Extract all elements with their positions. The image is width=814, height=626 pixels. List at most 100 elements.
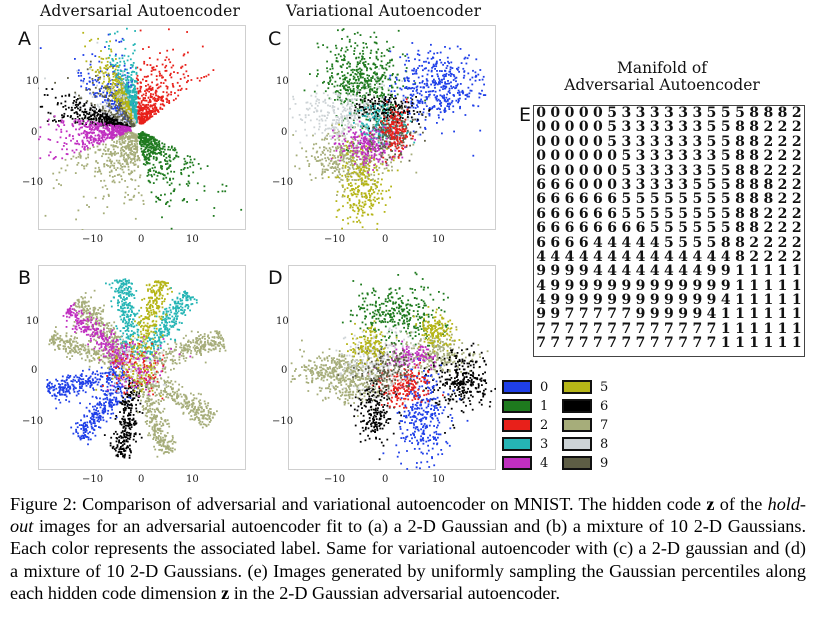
manifold-digit: 2: [777, 206, 788, 222]
manifold-digit: 2: [791, 192, 802, 207]
manifold-digit: 1: [763, 264, 774, 279]
manifold-digit: 3: [649, 149, 660, 164]
manifold-digit: 8: [735, 206, 745, 222]
manifold-digit: 5: [720, 149, 731, 164]
manifold-digit: 5: [735, 106, 745, 121]
manifold-digit: 9: [550, 293, 561, 308]
manifold-digit: 4: [649, 249, 660, 265]
manifold-digit: 4: [664, 264, 674, 279]
manifold-digit: 8: [749, 221, 760, 236]
manifold-digit: 9: [578, 293, 589, 308]
manifold-digit: 3: [692, 163, 703, 178]
tick-label: 0: [31, 127, 38, 138]
tick-label: −10: [82, 474, 104, 485]
manifold-title: Manifold of Adversarial Autoencoder: [552, 60, 772, 94]
manifold-digit: 1: [735, 307, 745, 322]
manifold-digit: 4: [664, 249, 674, 265]
manifold-digit: 7: [593, 336, 603, 351]
manifold-digit: 8: [749, 163, 760, 178]
manifold-digit: 5: [664, 192, 674, 207]
manifold-digit: 1: [791, 293, 802, 308]
manifold-digit: 4: [621, 249, 632, 265]
manifold-digit: 5: [720, 221, 731, 236]
manifold-digit: 9: [578, 278, 589, 294]
legend-item-7: 7: [562, 418, 608, 433]
manifold-digit: 3: [649, 134, 660, 150]
manifold-digit: 1: [763, 278, 774, 294]
tick-label: 10: [186, 474, 199, 485]
manifold-digit: 0: [578, 149, 589, 164]
caption-text: images for an adversarial autoencoder fi…: [10, 516, 806, 603]
manifold-digit: 2: [791, 149, 802, 164]
manifold-digit: 5: [607, 134, 617, 150]
legend-label: 3: [540, 436, 549, 452]
manifold-digit: 1: [735, 321, 745, 337]
manifold-digit: 8: [749, 177, 760, 193]
manifold-digit: 6: [550, 235, 561, 250]
manifold-digit: 0: [536, 149, 546, 164]
panel-label-e: E: [519, 104, 532, 126]
manifold-digit: 3: [621, 177, 632, 193]
manifold-digit: 1: [749, 321, 760, 337]
scatter-plot-b: [38, 265, 246, 470]
manifold-digit: 6: [621, 221, 632, 236]
manifold-digit: 8: [735, 177, 745, 193]
manifold-digit: 8: [735, 134, 745, 150]
manifold-digit: 8: [777, 106, 788, 121]
manifold-digit: 7: [564, 336, 575, 351]
manifold-digit: 7: [664, 321, 674, 337]
manifold-digit: 6: [536, 163, 546, 178]
manifold-digit: 9: [720, 278, 731, 294]
manifold-digit: 5: [720, 134, 731, 150]
manifold-digit: 0: [593, 177, 603, 193]
manifold-digit: 1: [720, 336, 731, 351]
legend-label: 6: [600, 398, 609, 414]
manifold-digit: 7: [607, 307, 617, 322]
manifold-digit: 0: [578, 177, 589, 193]
manifold-digit: 6: [550, 177, 561, 193]
manifold-digit: 9: [564, 278, 575, 294]
legend-label: 1: [540, 398, 549, 414]
legend-item-1: 1: [502, 398, 549, 414]
manifold-digit: 9: [649, 293, 660, 308]
manifold-digit: 7: [607, 321, 617, 337]
manifold-digit: 5: [635, 192, 646, 207]
manifold-digit: 9: [578, 264, 589, 279]
manifold-digit: 9: [593, 293, 603, 308]
manifold-digit: 6: [550, 221, 561, 236]
manifold-digit: 5: [706, 177, 717, 193]
manifold-digit: 6: [564, 206, 575, 222]
panel-label-d: D: [268, 267, 283, 289]
manifold-digit: 4: [635, 235, 646, 250]
manifold-digit: 2: [777, 120, 788, 135]
manifold-digit: 4: [607, 264, 617, 279]
manifold-digit: 4: [536, 249, 546, 265]
manifold-digit: 3: [635, 163, 646, 178]
manifold-digit: 0: [536, 134, 546, 150]
manifold-digit: 5: [706, 192, 717, 207]
manifold-digit: 5: [607, 106, 617, 121]
manifold-digit: 0: [550, 149, 561, 164]
manifold-digit: 4: [635, 249, 646, 265]
manifold-digit: 0: [550, 106, 561, 121]
manifold-digit: 9: [720, 264, 731, 279]
manifold-digit: 9: [536, 307, 546, 322]
manifold-digit: 4: [678, 264, 688, 279]
legend-label: 4: [540, 455, 549, 471]
manifold-digit: 5: [692, 177, 703, 193]
manifold-digit: 5: [692, 206, 703, 222]
manifold-digit: 2: [791, 249, 802, 265]
manifold-digit: 3: [635, 120, 646, 135]
manifold-digit: 3: [635, 134, 646, 150]
manifold-digit: 3: [664, 149, 674, 164]
scatter-plot-a: [38, 25, 246, 230]
manifold-digit: 7: [578, 307, 589, 322]
legend-label: 2: [540, 417, 549, 433]
manifold-digit: 1: [720, 321, 731, 337]
manifold-digit: 6: [607, 206, 617, 222]
manifold-digit: 7: [664, 336, 674, 351]
manifold-digit: 9: [692, 278, 703, 294]
manifold-digit: 6: [578, 192, 589, 207]
